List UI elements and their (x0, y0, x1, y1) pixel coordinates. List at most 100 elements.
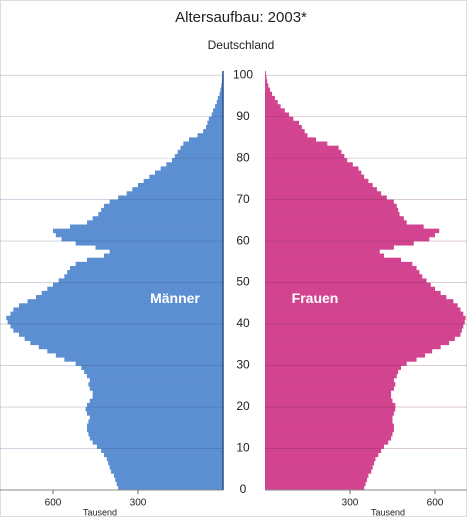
bar (265, 257, 401, 263)
bar (116, 481, 223, 487)
bar (216, 100, 223, 105)
bar (265, 390, 392, 395)
bar (103, 253, 223, 258)
bar (61, 236, 223, 242)
bar (86, 373, 223, 379)
bar (265, 448, 382, 453)
bar (265, 145, 339, 151)
bar (92, 390, 223, 395)
bar (118, 195, 223, 200)
bar (111, 469, 223, 474)
bar (75, 261, 223, 267)
bar (265, 216, 404, 221)
bar (89, 398, 223, 404)
bar (6, 315, 224, 321)
y-tick-label: 0 (240, 482, 247, 496)
bar (27, 299, 224, 304)
bar (265, 228, 440, 234)
y-tick-label: 70 (236, 192, 250, 206)
bar (265, 382, 396, 387)
bar (265, 249, 380, 254)
bar (265, 224, 424, 229)
bar (18, 303, 223, 308)
bar (265, 274, 423, 279)
bar (221, 83, 223, 88)
bar (265, 398, 393, 404)
bar (89, 386, 223, 391)
bar (10, 311, 224, 317)
bar (265, 166, 359, 171)
bar (265, 124, 302, 130)
bar (81, 365, 223, 370)
bar (86, 220, 223, 225)
bar (38, 344, 224, 350)
bar (265, 79, 268, 84)
x-tick-label: 300 (342, 498, 359, 509)
bar (67, 270, 223, 275)
bar (265, 427, 394, 433)
bar (113, 473, 223, 478)
bar (95, 245, 223, 250)
bar (265, 236, 430, 242)
bar (52, 228, 224, 234)
bar (58, 278, 223, 283)
bar (265, 129, 305, 134)
bar (265, 419, 393, 424)
bar (265, 270, 420, 275)
bar (101, 207, 223, 213)
bar (64, 357, 223, 362)
bar (106, 456, 223, 462)
bar (69, 265, 224, 271)
bar (265, 141, 328, 146)
bar (265, 137, 316, 142)
bar (265, 328, 462, 333)
bar (265, 232, 435, 238)
bar (265, 485, 365, 491)
bar (265, 411, 394, 416)
bar (265, 71, 266, 76)
bar (265, 253, 384, 258)
bar (213, 108, 223, 113)
bar (197, 133, 223, 138)
bar (265, 431, 393, 437)
bar (265, 377, 394, 383)
bar (109, 249, 223, 254)
bar (265, 149, 342, 155)
bar (265, 120, 299, 126)
bar (154, 170, 223, 176)
bar (265, 178, 369, 184)
bar (265, 299, 454, 304)
bar (180, 145, 223, 151)
bar (207, 120, 223, 126)
x-tick-label: 600 (427, 498, 444, 509)
bar (101, 448, 223, 453)
bar (89, 415, 223, 420)
bar (96, 444, 223, 449)
bar (47, 348, 223, 354)
bar (265, 324, 464, 329)
x-tick-label: 600 (45, 498, 62, 509)
bar (265, 336, 455, 341)
series-label: Frauen (292, 290, 339, 306)
bar (203, 129, 223, 134)
bar (109, 199, 223, 205)
bar (118, 485, 223, 491)
bar (18, 332, 223, 337)
bar (265, 282, 431, 288)
bar (7, 319, 223, 325)
bar (205, 124, 223, 130)
bar (265, 307, 461, 312)
bar (64, 274, 223, 279)
bar (265, 311, 464, 317)
bar (265, 319, 465, 325)
bar (30, 340, 223, 346)
bar (86, 427, 223, 433)
bar (265, 444, 384, 449)
bar (103, 203, 223, 209)
bar (265, 116, 294, 122)
bar (265, 452, 379, 458)
bar (86, 423, 223, 429)
bar (149, 174, 223, 180)
bar (265, 344, 441, 350)
bar (174, 153, 223, 159)
